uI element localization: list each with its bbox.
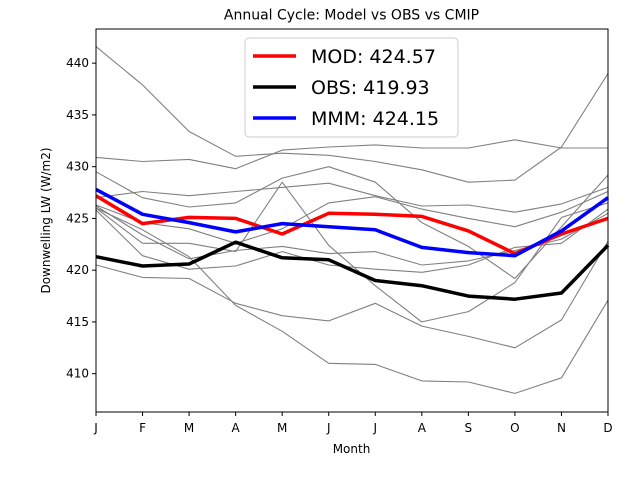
cmip-model-line-4 xyxy=(95,182,609,213)
x-tick-label: J xyxy=(93,421,98,435)
y-tick-label: 440 xyxy=(66,56,89,70)
cmip-model-line-9 xyxy=(95,208,609,273)
x-tick-label: M xyxy=(184,421,194,435)
x-tick-label: O xyxy=(510,421,519,435)
cmip-model-line-5 xyxy=(95,190,609,244)
x-tick-label: M xyxy=(277,421,287,435)
x-tick-label: J xyxy=(326,421,331,435)
cmip-model-line-10 xyxy=(95,240,609,349)
y-tick-label: 425 xyxy=(66,211,89,225)
cmip-model-line-7 xyxy=(95,181,609,323)
cmip-model-lines xyxy=(95,46,609,394)
cmip-model-line-2 xyxy=(95,139,608,170)
chart-title: Annual Cycle: Model vs OBS vs CMIP xyxy=(224,8,479,24)
legend-box xyxy=(244,37,459,138)
x-tick-label: J xyxy=(372,421,377,435)
y-tick-label: 430 xyxy=(66,160,89,174)
plot-frame xyxy=(95,28,609,413)
legend-label: MOD: 424.57 xyxy=(311,46,436,68)
series-line-obs xyxy=(95,240,610,301)
cmip-model-line-6 xyxy=(95,207,609,394)
x-tick-label: A xyxy=(232,421,241,435)
x-tick-label: S xyxy=(465,421,473,435)
y-axis-label: Downwelling LW (W/m2) xyxy=(39,147,53,293)
y-axis: 410 415 420 425 430 435 440 xyxy=(66,56,96,381)
legend-label: MMM: 424.15 xyxy=(311,108,439,130)
y-tick-label: 410 xyxy=(66,367,89,381)
legend: MOD: 424.57 OBS: 419.93 MMM: 424.15 xyxy=(244,37,459,138)
x-axis-label: Month xyxy=(333,442,371,456)
series-line-mmm xyxy=(95,187,610,258)
y-tick-label: 415 xyxy=(66,315,89,329)
cmip-model-line-1 xyxy=(95,46,609,183)
cmip-model-line-3 xyxy=(95,166,609,280)
main-series-lines xyxy=(95,187,610,301)
x-tick-label: F xyxy=(139,421,146,435)
x-tick-label: A xyxy=(418,421,427,435)
y-tick-label: 420 xyxy=(66,263,89,277)
legend-label: OBS: 419.93 xyxy=(311,77,430,99)
x-tick-label: N xyxy=(557,421,566,435)
y-tick-label: 435 xyxy=(66,108,89,122)
x-tick-label: D xyxy=(603,421,612,435)
